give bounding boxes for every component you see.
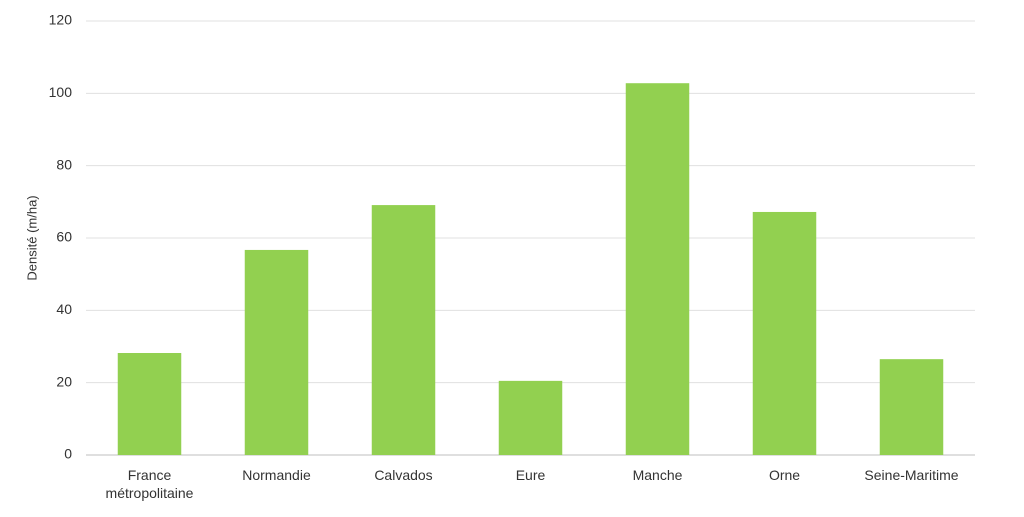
bar (498, 380, 563, 455)
x-tick-label: Orne (768, 467, 801, 483)
x-tick-label: Normandie (242, 467, 311, 483)
y-tick-label: 80 (56, 156, 72, 172)
bar (625, 83, 690, 455)
bar (879, 359, 944, 455)
bar (117, 353, 182, 455)
x-tick-label: Seine-Maritime (864, 467, 959, 483)
y-tick-label: 0 (64, 446, 72, 462)
bar (371, 205, 436, 455)
x-tick-label: Eure (515, 467, 546, 483)
y-tick-label: 60 (56, 229, 72, 245)
y-tick-label: 40 (56, 301, 72, 317)
y-tick-label: 120 (49, 12, 73, 28)
bar (752, 211, 817, 455)
x-tick-label: Manche (632, 467, 683, 483)
y-tick-label: 20 (56, 373, 72, 389)
x-tick-label: Calvados (374, 467, 433, 483)
x-tick-label: France métropolitaine (105, 467, 194, 501)
y-tick-label: 100 (49, 84, 73, 100)
y-axis-label: Densité (m/ha) (24, 195, 39, 280)
bar (244, 249, 309, 455)
